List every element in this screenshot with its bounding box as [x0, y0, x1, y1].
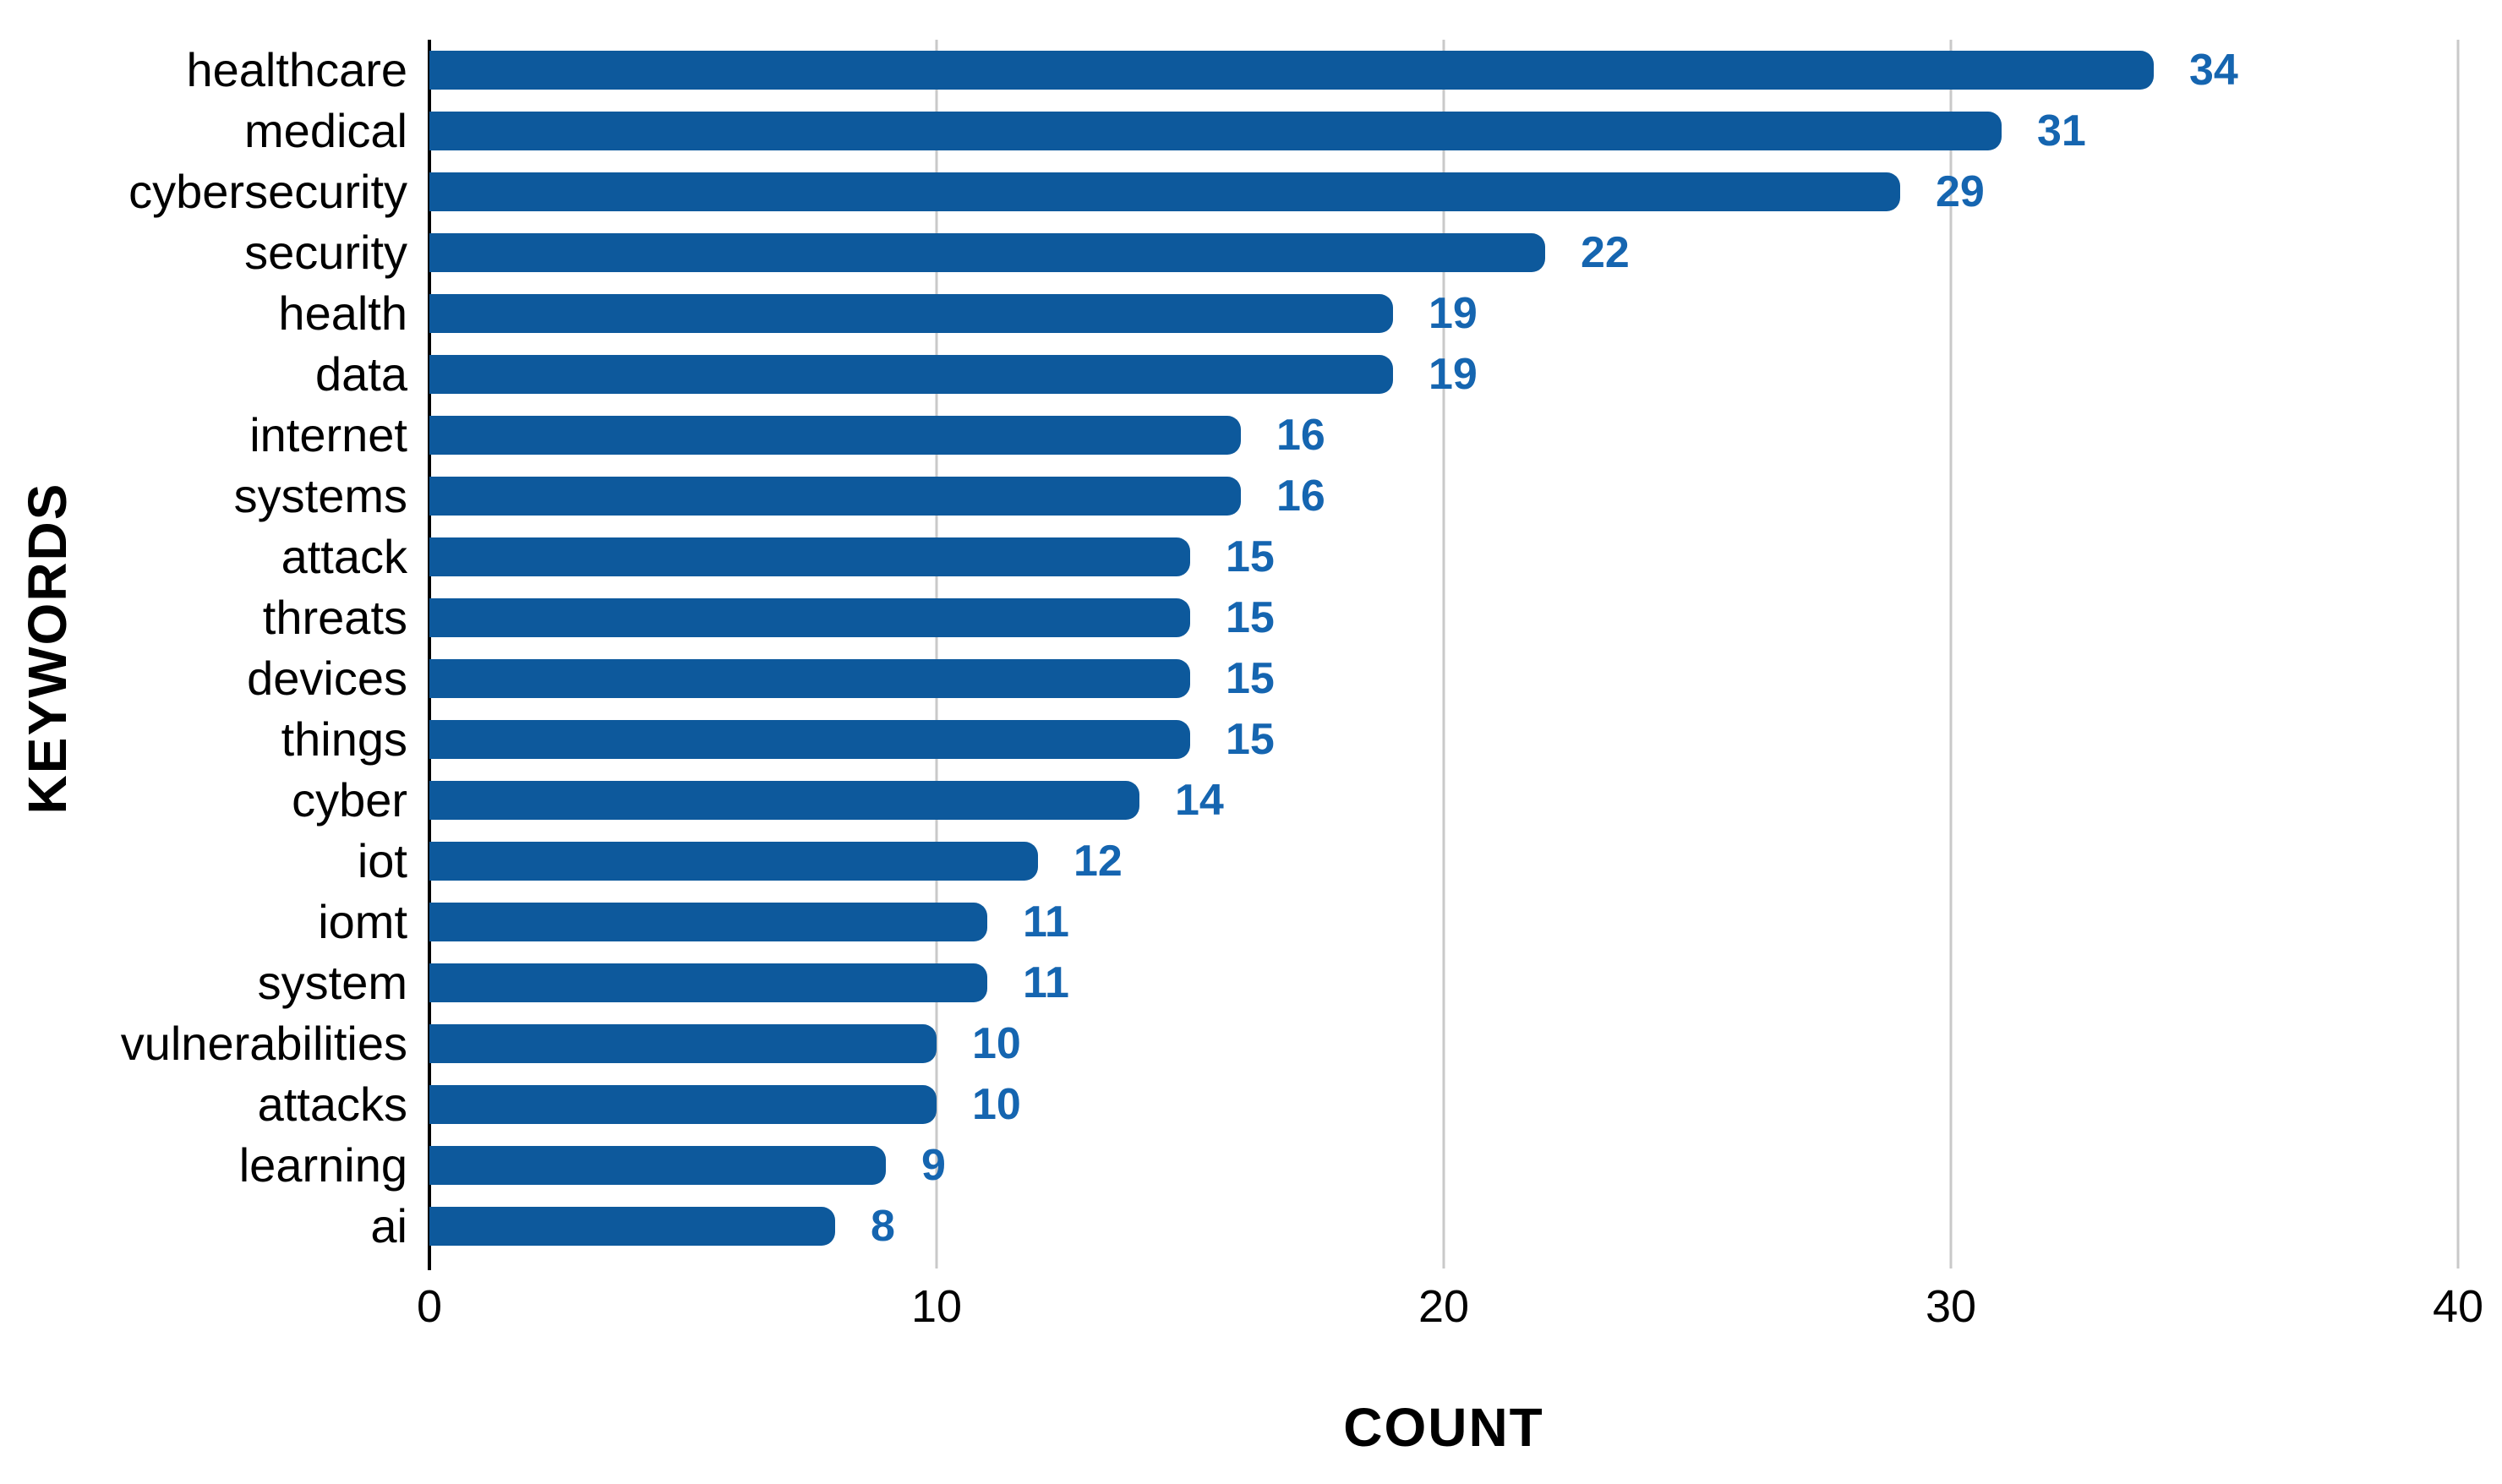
value-label: 11: [1023, 897, 1069, 947]
bar: [429, 51, 2154, 90]
category-label: things: [281, 712, 407, 766]
gridline: [2456, 40, 2460, 1268]
value-label: 31: [2037, 106, 2086, 155]
gridline: [1949, 40, 1953, 1268]
category-label: healthcare: [186, 43, 407, 96]
chart-row: attacks 10: [258, 1074, 2458, 1135]
chart-row: health 19: [278, 283, 2458, 344]
value-label: 16: [1276, 411, 1325, 460]
chart-row: ai 8: [370, 1196, 2458, 1257]
value-label: 15: [1226, 715, 1275, 764]
category-label: attacks: [257, 1078, 407, 1131]
bar: [429, 416, 1241, 455]
chart-row: vulnerabilities 10: [121, 1013, 2458, 1074]
x-tick-label: 10: [910, 1281, 963, 1332]
category-label: medical: [244, 104, 407, 157]
category-label: internet: [249, 408, 407, 461]
value-label: 11: [1023, 958, 1069, 1007]
chart-row: data 19: [315, 344, 2458, 405]
x-axis-title: COUNT: [1343, 1397, 1544, 1458]
value-label: 14: [1175, 776, 1224, 825]
bar: [429, 598, 1190, 637]
category-label: learning: [238, 1138, 407, 1192]
y-axis-title: KEYWORDS: [17, 482, 78, 815]
category-label: attack: [281, 530, 407, 583]
chart-row: internet 16: [249, 405, 2458, 466]
chart-row: cyber 14: [292, 770, 2458, 831]
bar: [429, 233, 1545, 272]
value-label: 15: [1226, 654, 1275, 703]
x-tick-label: 20: [1418, 1281, 1470, 1332]
bar: [429, 537, 1190, 576]
category-label: iomt: [318, 895, 407, 948]
chart-row: devices 15: [247, 648, 2458, 709]
bar: [429, 781, 1139, 820]
chart-row: system 11: [258, 952, 2458, 1013]
category-label: security: [244, 226, 407, 279]
bar: [429, 903, 987, 941]
value-label: 8: [871, 1202, 895, 1251]
value-label: 29: [1936, 167, 1985, 216]
category-label: systems: [233, 469, 407, 522]
category-label: iot: [357, 834, 407, 887]
chart-row: threats 15: [263, 587, 2458, 648]
value-label: 10: [972, 1080, 1021, 1129]
category-label: data: [315, 347, 407, 401]
chart-row: cybersecurity 29: [128, 161, 2458, 222]
x-tick-label: 0: [416, 1281, 443, 1332]
value-label: 22: [1581, 228, 1630, 277]
bar: [429, 1207, 835, 1246]
x-tick-label: 30: [1925, 1281, 1977, 1332]
value-label: 19: [1429, 350, 1478, 399]
category-label: vulnerabilities: [120, 1017, 407, 1070]
bar: [429, 294, 1393, 333]
value-label: 16: [1276, 472, 1325, 521]
gridline: [935, 40, 938, 1268]
bar: [429, 842, 1038, 881]
category-label: cybersecurity: [128, 165, 407, 218]
category-label: system: [257, 956, 407, 1009]
value-label: 12: [1073, 837, 1123, 886]
bar: [429, 1024, 937, 1063]
chart-row: iot 12: [358, 831, 2458, 892]
category-label: threats: [262, 591, 407, 644]
category-label: health: [278, 286, 407, 340]
category-label: ai: [370, 1199, 407, 1252]
bar: [429, 963, 987, 1002]
chart-row: systems 16: [234, 466, 2458, 526]
category-label: cyber: [292, 773, 407, 827]
value-label: 34: [2189, 46, 2238, 95]
chart-row: learning 9: [239, 1135, 2458, 1196]
chart-row: things 15: [281, 709, 2458, 770]
value-label: 15: [1226, 532, 1275, 581]
gridline: [1442, 40, 1445, 1268]
value-label: 15: [1226, 593, 1275, 642]
bar: [429, 355, 1393, 394]
value-label: 19: [1429, 289, 1478, 338]
chart-row: healthcare 34: [186, 40, 2458, 101]
y-axis-line: [428, 40, 431, 1270]
chart-row: iomt 11: [318, 892, 2458, 952]
bar: [429, 477, 1241, 516]
x-axis-tick-labels: 0 10 20 30 40: [417, 1281, 2483, 1332]
bar: [429, 1085, 937, 1124]
bar: [429, 720, 1190, 759]
category-label: devices: [247, 652, 407, 705]
chart-row: security 22: [244, 222, 2458, 283]
plot-area: healthcare 34 medical 31 cybersecurity 29 secu…: [121, 40, 2460, 1270]
bar: [429, 112, 2002, 150]
bar: [429, 172, 1900, 211]
bar: [429, 1146, 886, 1185]
chart-row: attack 15: [281, 526, 2458, 587]
chart-row: medical 31: [244, 101, 2458, 161]
bar: [429, 659, 1190, 698]
value-label: 9: [921, 1141, 946, 1190]
x-tick-label: 40: [2432, 1281, 2484, 1332]
value-label: 10: [972, 1019, 1021, 1068]
